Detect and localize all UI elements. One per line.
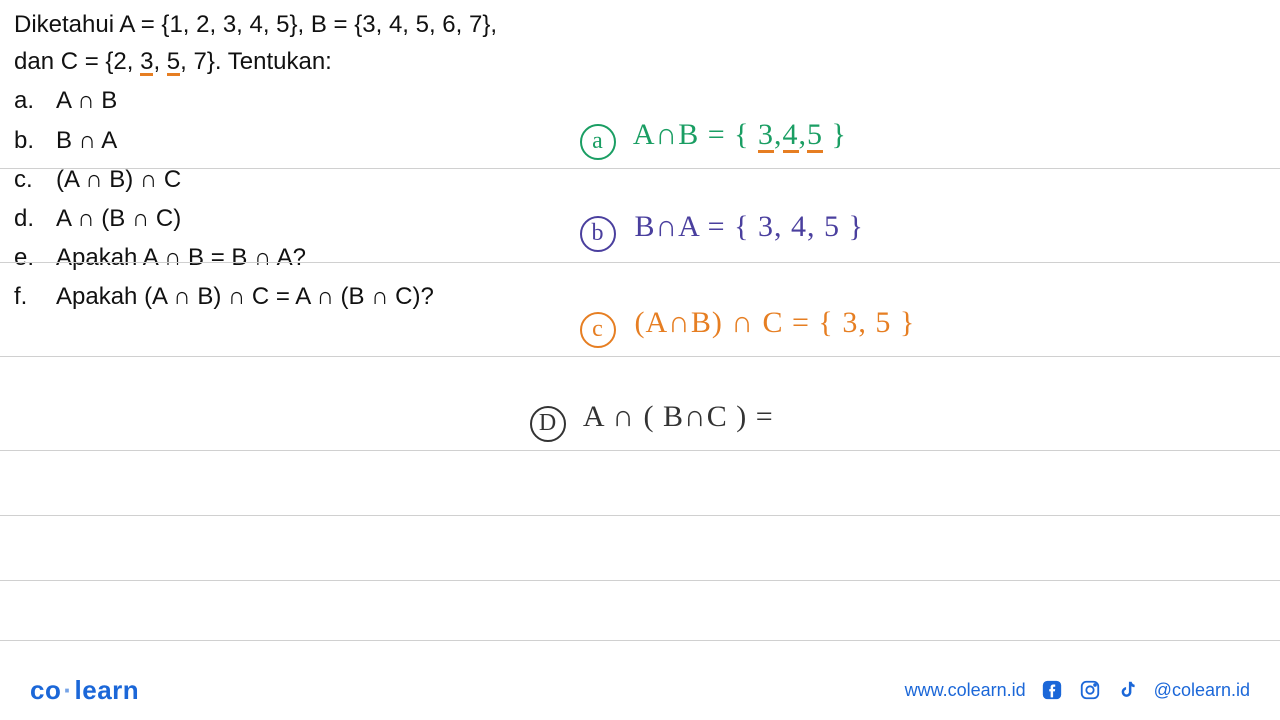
circled-b: b xyxy=(580,216,616,252)
answer-d: D A ∩ ( B∩C ) = xyxy=(530,400,774,438)
facebook-icon xyxy=(1040,678,1064,702)
question-f: f.Apakah (A ∩ B) ∩ C = A ∩ (B ∩ C)? xyxy=(14,278,574,315)
question-c: c.(A ∩ B) ∩ C xyxy=(14,161,574,198)
ans-a-u1: 3 xyxy=(758,118,774,151)
rule-line xyxy=(0,356,1280,357)
ans-a-u2: 4 xyxy=(783,118,799,151)
answer-c: c (A∩B) ∩ C = { 3, 5 } xyxy=(580,306,915,344)
worksheet-area: Diketahui A = {1, 2, 3, 4, 5}, B = {3, 4… xyxy=(0,0,1280,640)
question-d: d.A ∩ (B ∩ C) xyxy=(14,200,574,237)
answer-a: a A∩B = { 3,4,5 } xyxy=(580,118,847,156)
rule-line xyxy=(0,168,1280,169)
question-e: e.Apakah A ∩ B = B ∩ A? xyxy=(14,239,574,276)
underline-3: 3 xyxy=(140,51,153,76)
rule-line xyxy=(0,262,1280,263)
problem-text: Diketahui A = {1, 2, 3, 4, 5}, B = {3, 4… xyxy=(14,6,574,316)
ans-a-u3: 5 xyxy=(807,118,823,151)
question-a: a.A ∩ B xyxy=(14,82,574,119)
instagram-icon xyxy=(1078,678,1102,702)
footer-right: www.colearn.id @colearn.id xyxy=(905,678,1250,702)
underline-5: 5 xyxy=(167,51,180,76)
circled-c: c xyxy=(580,312,616,348)
tiktok-icon xyxy=(1116,678,1140,702)
rule-line xyxy=(0,515,1280,516)
question-b: b.B ∩ A xyxy=(14,122,574,159)
problem-line-2: dan C = {2, 3, 5, 7}. Tentukan: xyxy=(14,43,574,80)
footer-url: www.colearn.id xyxy=(905,680,1026,701)
colearn-logo: co·learn xyxy=(30,675,139,706)
rule-line xyxy=(0,580,1280,581)
footer-handle: @colearn.id xyxy=(1154,680,1250,701)
circled-d: D xyxy=(530,406,566,442)
answer-b: b B∩A = { 3, 4, 5 } xyxy=(580,210,864,248)
footer: co·learn www.colearn.id @colearn.id xyxy=(0,660,1280,720)
rule-line xyxy=(0,450,1280,451)
rule-line xyxy=(0,640,1280,641)
logo-dot: · xyxy=(61,675,74,705)
circled-a: a xyxy=(580,124,616,160)
problem-line-1: Diketahui A = {1, 2, 3, 4, 5}, B = {3, 4… xyxy=(14,6,574,43)
